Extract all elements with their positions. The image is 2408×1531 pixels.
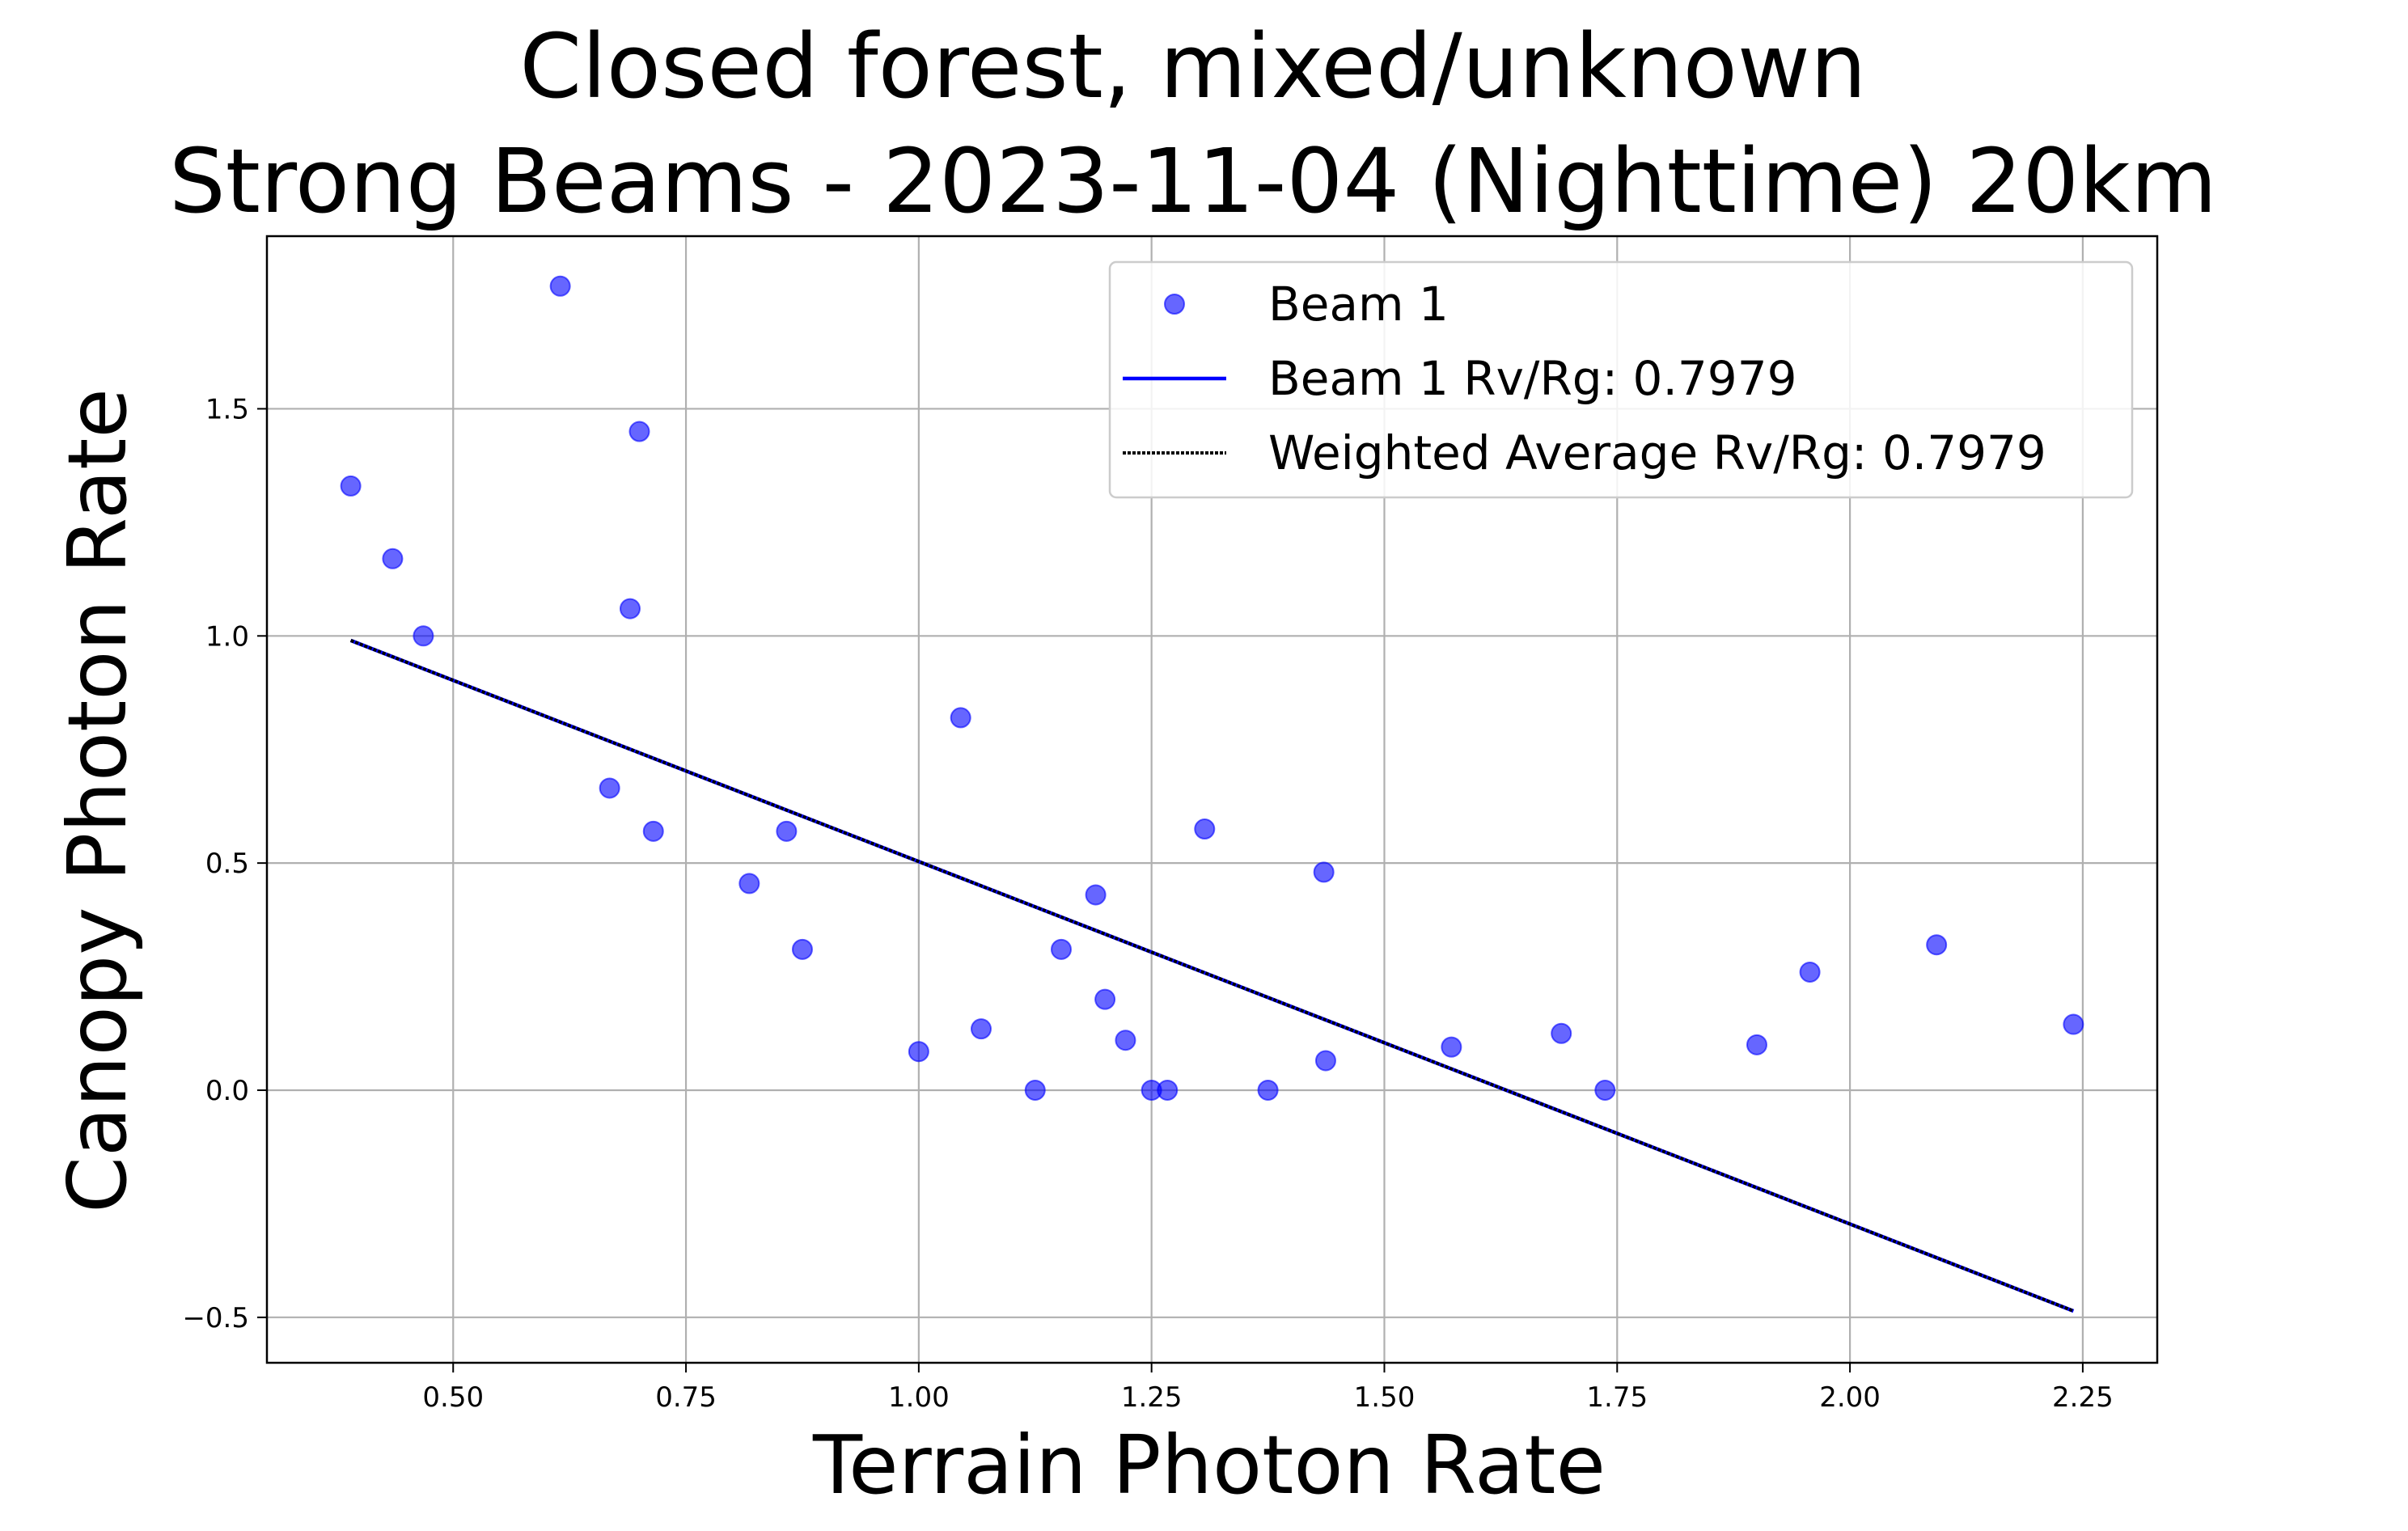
data-point	[776, 820, 798, 842]
weighted-average-line	[349, 639, 2075, 1313]
y-tick-label: 1.5	[205, 393, 249, 425]
plot-frame	[265, 235, 2159, 1364]
legend-label: Beam 1 Rv/Rg: 0.7979	[1268, 351, 1797, 406]
data-point	[1441, 1036, 1462, 1058]
x-tick-label: 2.00	[1819, 1381, 1881, 1414]
x-tick-label: 1.00	[888, 1381, 950, 1414]
data-point	[1594, 1079, 1616, 1101]
data-point	[738, 873, 760, 894]
data-point	[619, 598, 641, 620]
data-point	[549, 275, 571, 297]
x-tick-label: 2.25	[2052, 1381, 2114, 1414]
data-point	[628, 421, 650, 442]
x-tick-label: 1.50	[1354, 1381, 1416, 1414]
y-tick-label: 0.5	[205, 848, 249, 880]
legend-label: Weighted Average Rv/Rg: 0.7979	[1268, 425, 2046, 480]
data-point	[1314, 1050, 1336, 1072]
legend-box	[1108, 260, 2134, 499]
data-point	[642, 820, 664, 842]
data-points	[340, 275, 2084, 1101]
x-tick-label: 1.75	[1586, 1381, 1648, 1414]
data-point	[1257, 1079, 1279, 1101]
x-tick-label: 0.75	[655, 1381, 717, 1414]
data-point	[1194, 818, 1216, 840]
data-point	[791, 938, 813, 960]
data-point	[1051, 938, 1073, 960]
data-point	[1024, 1079, 1046, 1101]
data-point	[340, 475, 362, 497]
data-point	[382, 548, 404, 569]
data-point	[1313, 861, 1335, 883]
data-point	[599, 777, 620, 799]
data-point	[1115, 1030, 1136, 1051]
axis-ticks: 0.50 0.75 1.00 1.25 1.50 1.75 2.00 2.25 −0.5 0.0 0…	[182, 393, 2113, 1414]
data-point	[2063, 1013, 2084, 1035]
x-tick-label: 1.25	[1121, 1381, 1183, 1414]
y-tick-label: 0.0	[205, 1075, 249, 1107]
data-point	[1085, 884, 1107, 906]
chart-title: Closed forest, mixed/unknown	[519, 15, 1866, 118]
legend: Beam 1 Beam 1 Rv/Rg: 0.7979 Weighted Avera…	[1108, 260, 2134, 499]
y-axis-label: Canopy Photon Rate	[50, 388, 145, 1213]
data-point	[1551, 1022, 1572, 1044]
x-tick-label: 0.50	[422, 1381, 484, 1414]
data-point	[1094, 988, 1116, 1010]
x-axis-label: Terrain Photon Rate	[812, 1418, 1606, 1512]
legend-marker	[1164, 294, 1185, 315]
data-point	[413, 625, 434, 647]
data-point	[950, 707, 971, 729]
data-point	[908, 1041, 929, 1063]
data-point	[1157, 1079, 1179, 1101]
y-tick-label: 1.0	[205, 620, 249, 653]
data-point	[1746, 1034, 1767, 1055]
data-point	[1926, 934, 1948, 956]
data-point	[970, 1018, 992, 1040]
y-tick-label: −0.5	[182, 1302, 249, 1334]
data-point	[1799, 961, 1821, 983]
chart-subtitle: Strong Beams - 2023-11-04 (Nighttime) 20…	[169, 129, 2217, 233]
legend-label: Beam 1	[1268, 277, 1449, 332]
fit-lines	[349, 638, 2075, 1313]
